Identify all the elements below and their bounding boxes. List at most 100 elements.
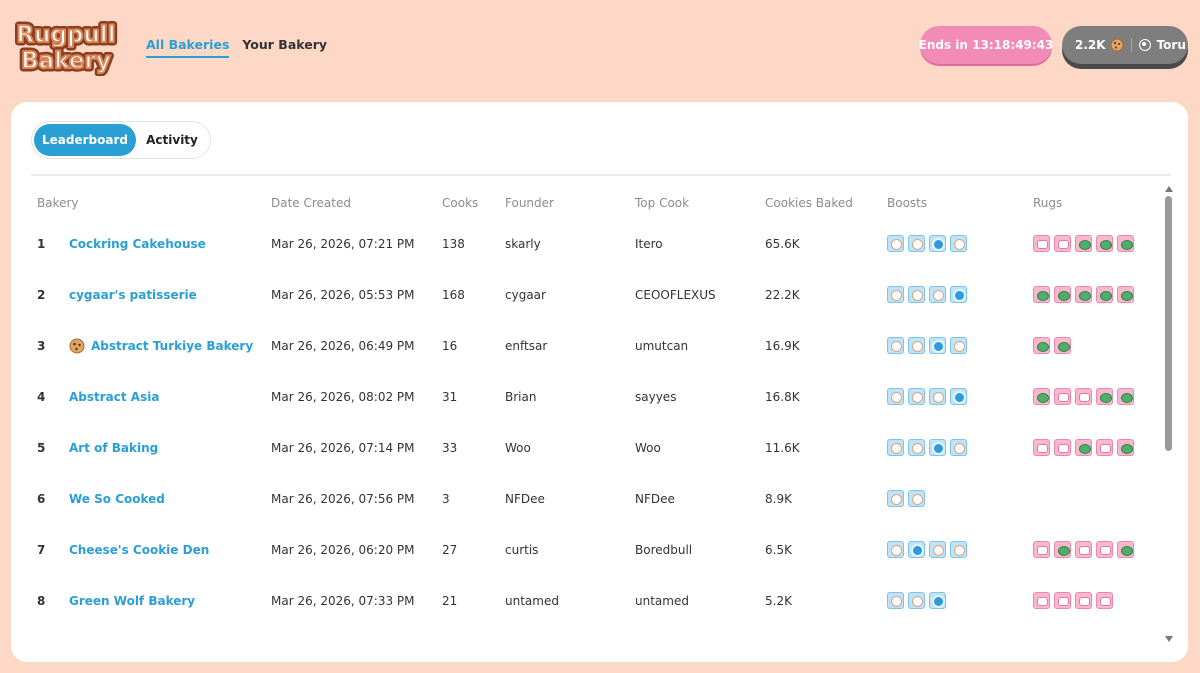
boost-chef-icon[interactable]	[887, 439, 904, 456]
col-header-bakery[interactable]: Bakery	[37, 196, 79, 210]
rug-cake-icon[interactable]	[1033, 235, 1050, 252]
rug-cake-icon[interactable]	[1054, 388, 1071, 405]
rug-turtle-icon[interactable]	[1054, 286, 1071, 303]
table-row[interactable]: 3 Abstract Turkiye Bakery Mar 26, 2026, 06…	[31, 320, 1161, 371]
rug-turtle-icon[interactable]	[1117, 286, 1134, 303]
table-row[interactable]: 8 Green Wolf Bakery Mar 26, 2026, 07:33 PM…	[31, 575, 1161, 626]
user-account-button[interactable]: 2.2K Toru	[1062, 26, 1188, 64]
rug-turtle-icon[interactable]	[1075, 286, 1092, 303]
rug-turtle-icon[interactable]	[1117, 388, 1134, 405]
boost-chef-icon[interactable]	[929, 286, 946, 303]
scroll-down-arrow-icon[interactable]	[1165, 636, 1173, 642]
rug-cake-icon[interactable]	[1033, 541, 1050, 558]
rug-turtle-icon[interactable]	[1033, 286, 1050, 303]
col-header-founder[interactable]: Founder	[505, 196, 554, 210]
boost-chef-icon[interactable]	[908, 337, 925, 354]
boost-chef-icon[interactable]	[908, 592, 925, 609]
row-bakery-name[interactable]: Cockring Cakehouse	[69, 218, 206, 269]
rug-turtle-icon[interactable]	[1096, 235, 1113, 252]
row-bakery-name[interactable]: We So Cooked	[69, 473, 165, 524]
table-row[interactable]: 7 Cheese's Cookie Den Mar 26, 2026, 06:20 …	[31, 524, 1161, 575]
boost-plate-icon[interactable]	[929, 337, 946, 354]
row-bakery-name[interactable]: Green Wolf Bakery	[69, 575, 195, 626]
boost-chef-icon[interactable]	[929, 541, 946, 558]
row-bakery-name[interactable]: Abstract Turkiye Bakery	[69, 320, 253, 371]
rug-turtle-icon[interactable]	[1117, 541, 1134, 558]
boost-chef-icon[interactable]	[950, 337, 967, 354]
rug-turtle-icon[interactable]	[1075, 439, 1092, 456]
rug-cake-icon[interactable]	[1096, 592, 1113, 609]
boost-chef-icon[interactable]	[908, 286, 925, 303]
rug-turtle-icon[interactable]	[1117, 235, 1134, 252]
col-header-cookies[interactable]: Cookies Baked	[765, 196, 853, 210]
row-bakery-name-text[interactable]: Cockring Cakehouse	[69, 236, 206, 251]
boost-plate-icon[interactable]	[929, 235, 946, 252]
row-bakery-name[interactable]: Art of Baking	[69, 422, 158, 473]
boost-plate-icon[interactable]	[950, 286, 967, 303]
row-bakery-name-text[interactable]: Cheese's Cookie Den	[69, 542, 210, 557]
rug-cake-icon[interactable]	[1054, 592, 1071, 609]
rug-cake-icon[interactable]	[1054, 439, 1071, 456]
boost-chef-icon[interactable]	[950, 541, 967, 558]
table-row[interactable]: 5 Art of Baking Mar 26, 2026, 07:14 PM 33 Wo…	[31, 422, 1161, 473]
boost-chef-icon[interactable]	[887, 388, 904, 405]
rug-turtle-icon[interactable]	[1117, 439, 1134, 456]
table-row[interactable]: 4 Abstract Asia Mar 26, 2026, 08:02 PM 31 Br…	[31, 371, 1161, 422]
table-row[interactable]: 6 We So Cooked Mar 26, 2026, 07:56 PM 3 NFDe…	[31, 473, 1161, 524]
boost-chef-icon[interactable]	[950, 439, 967, 456]
row-bakery-name-text[interactable]: Art of Baking	[69, 440, 159, 455]
boost-chef-icon[interactable]	[908, 439, 925, 456]
rugpull-bakery-logo[interactable]: Rugpull Rugpull Bakery Bakery	[10, 14, 122, 77]
boost-chef-icon[interactable]	[887, 541, 904, 558]
rug-cake-icon[interactable]	[1096, 541, 1113, 558]
rug-cake-icon[interactable]	[1075, 592, 1092, 609]
boost-chef-icon[interactable]	[887, 337, 904, 354]
row-bakery-name-text[interactable]: Abstract Asia	[69, 389, 160, 404]
event-timer-badge[interactable]: Ends in 13:18:49:43	[919, 26, 1053, 64]
row-bakery-name[interactable]: Cheese's Cookie Den	[69, 524, 209, 575]
row-bakery-name-text[interactable]: Abstract Turkiye Bakery	[91, 338, 254, 353]
boost-chef-icon[interactable]	[887, 592, 904, 609]
col-header-date[interactable]: Date Created	[271, 196, 351, 210]
table-row[interactable]: 2 cygaar's patisserie Mar 26, 2026, 05:53 …	[31, 269, 1161, 320]
rug-turtle-icon[interactable]	[1033, 388, 1050, 405]
boost-chef-icon[interactable]	[887, 235, 904, 252]
rug-turtle-icon[interactable]	[1096, 388, 1113, 405]
row-bakery-name-text[interactable]: cygaar's patisserie	[69, 287, 197, 302]
rug-cake-icon[interactable]	[1075, 541, 1092, 558]
nav-your-bakery[interactable]: Your Bakery	[242, 37, 328, 52]
rug-cake-icon[interactable]	[1054, 235, 1071, 252]
table-row[interactable]: 1 Cockring Cakehouse Mar 26, 2026, 07:21 P…	[31, 218, 1161, 269]
tab-activity[interactable]: Activity	[146, 133, 198, 147]
rug-turtle-icon[interactable]	[1075, 235, 1092, 252]
scroll-up-arrow-icon[interactable]	[1165, 186, 1173, 192]
boost-chef-icon[interactable]	[887, 286, 904, 303]
boost-chef-icon[interactable]	[908, 490, 925, 507]
boost-plate-icon[interactable]	[929, 439, 946, 456]
rug-cake-icon[interactable]	[1033, 439, 1050, 456]
boost-chef-icon[interactable]	[950, 235, 967, 252]
boost-plate-icon[interactable]	[929, 592, 946, 609]
rug-cake-icon[interactable]	[1096, 439, 1113, 456]
rug-cake-icon[interactable]	[1075, 388, 1092, 405]
rug-turtle-icon[interactable]	[1054, 541, 1071, 558]
row-bakery-name-text[interactable]: Green Wolf Bakery	[69, 593, 196, 608]
row-bakery-name[interactable]: Abstract Asia	[69, 371, 159, 422]
nav-all-bakeries[interactable]: All Bakeries	[146, 37, 230, 58]
boost-plate-icon[interactable]	[950, 388, 967, 405]
rug-turtle-icon[interactable]	[1054, 337, 1071, 354]
boost-chef-icon[interactable]	[887, 490, 904, 507]
tab-leaderboard[interactable]: Leaderboard	[34, 124, 136, 156]
boost-chef-icon[interactable]	[908, 388, 925, 405]
col-header-cooks[interactable]: Cooks	[442, 196, 479, 210]
scroll-thumb[interactable]	[1165, 196, 1172, 451]
rug-turtle-icon[interactable]	[1033, 337, 1050, 354]
boost-plate-icon[interactable]	[908, 541, 925, 558]
table-scrollbar[interactable]	[1164, 186, 1174, 646]
boost-chef-icon[interactable]	[908, 235, 925, 252]
row-bakery-name-text[interactable]: We So Cooked	[69, 491, 165, 506]
rug-turtle-icon[interactable]	[1096, 286, 1113, 303]
boost-chef-icon[interactable]	[929, 388, 946, 405]
row-bakery-name[interactable]: cygaar's patisserie	[69, 269, 197, 320]
rug-cake-icon[interactable]	[1033, 592, 1050, 609]
